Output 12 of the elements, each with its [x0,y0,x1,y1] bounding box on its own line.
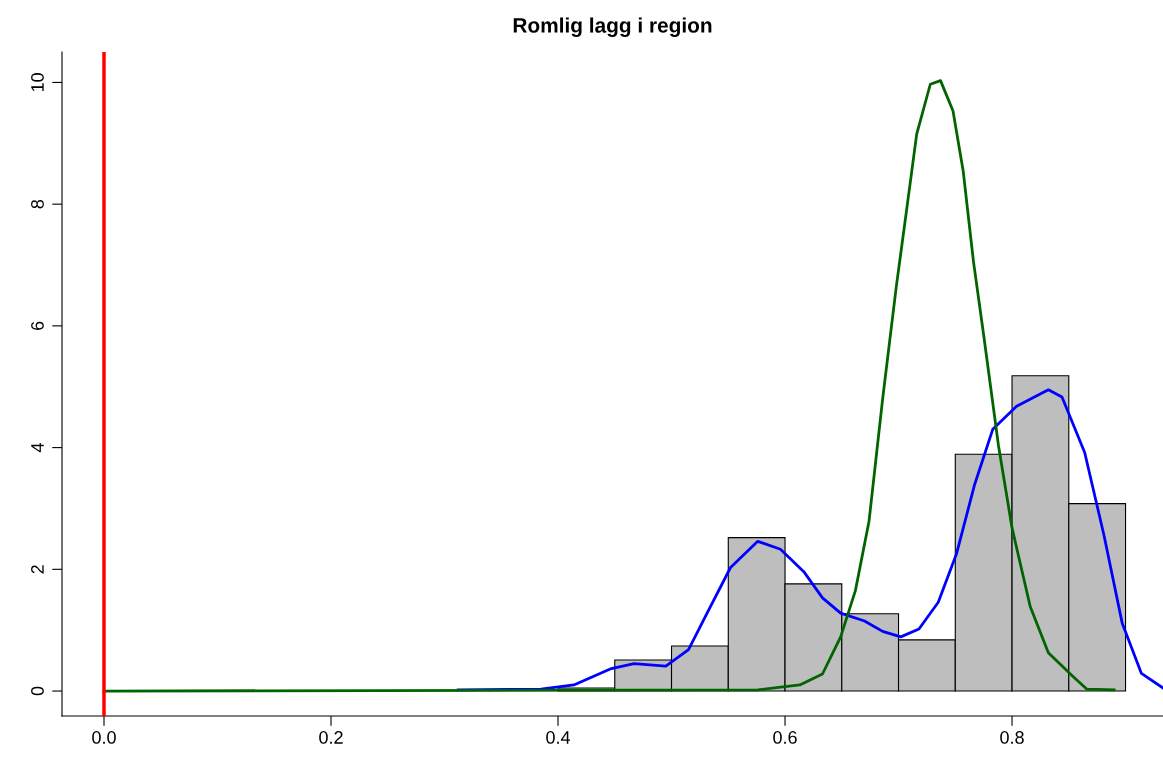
chart-title: Romlig lagg i region [513,17,712,37]
y-tick-label: 8 [31,199,44,209]
y-tick-label: 0 [31,686,44,696]
x-tick-label: 0.8 [1000,731,1024,744]
x-tick-label: 0.6 [773,731,797,744]
y-tick-label: 6 [31,321,44,330]
x-tick-label: 0.0 [92,731,116,744]
y-tick-label: 2 [31,565,44,574]
x-tick-label: 0.4 [546,731,571,744]
y-tick-label: 10 [31,73,44,92]
y-tick-label: 4 [31,443,44,453]
x-tick-label: 0.2 [319,731,343,744]
